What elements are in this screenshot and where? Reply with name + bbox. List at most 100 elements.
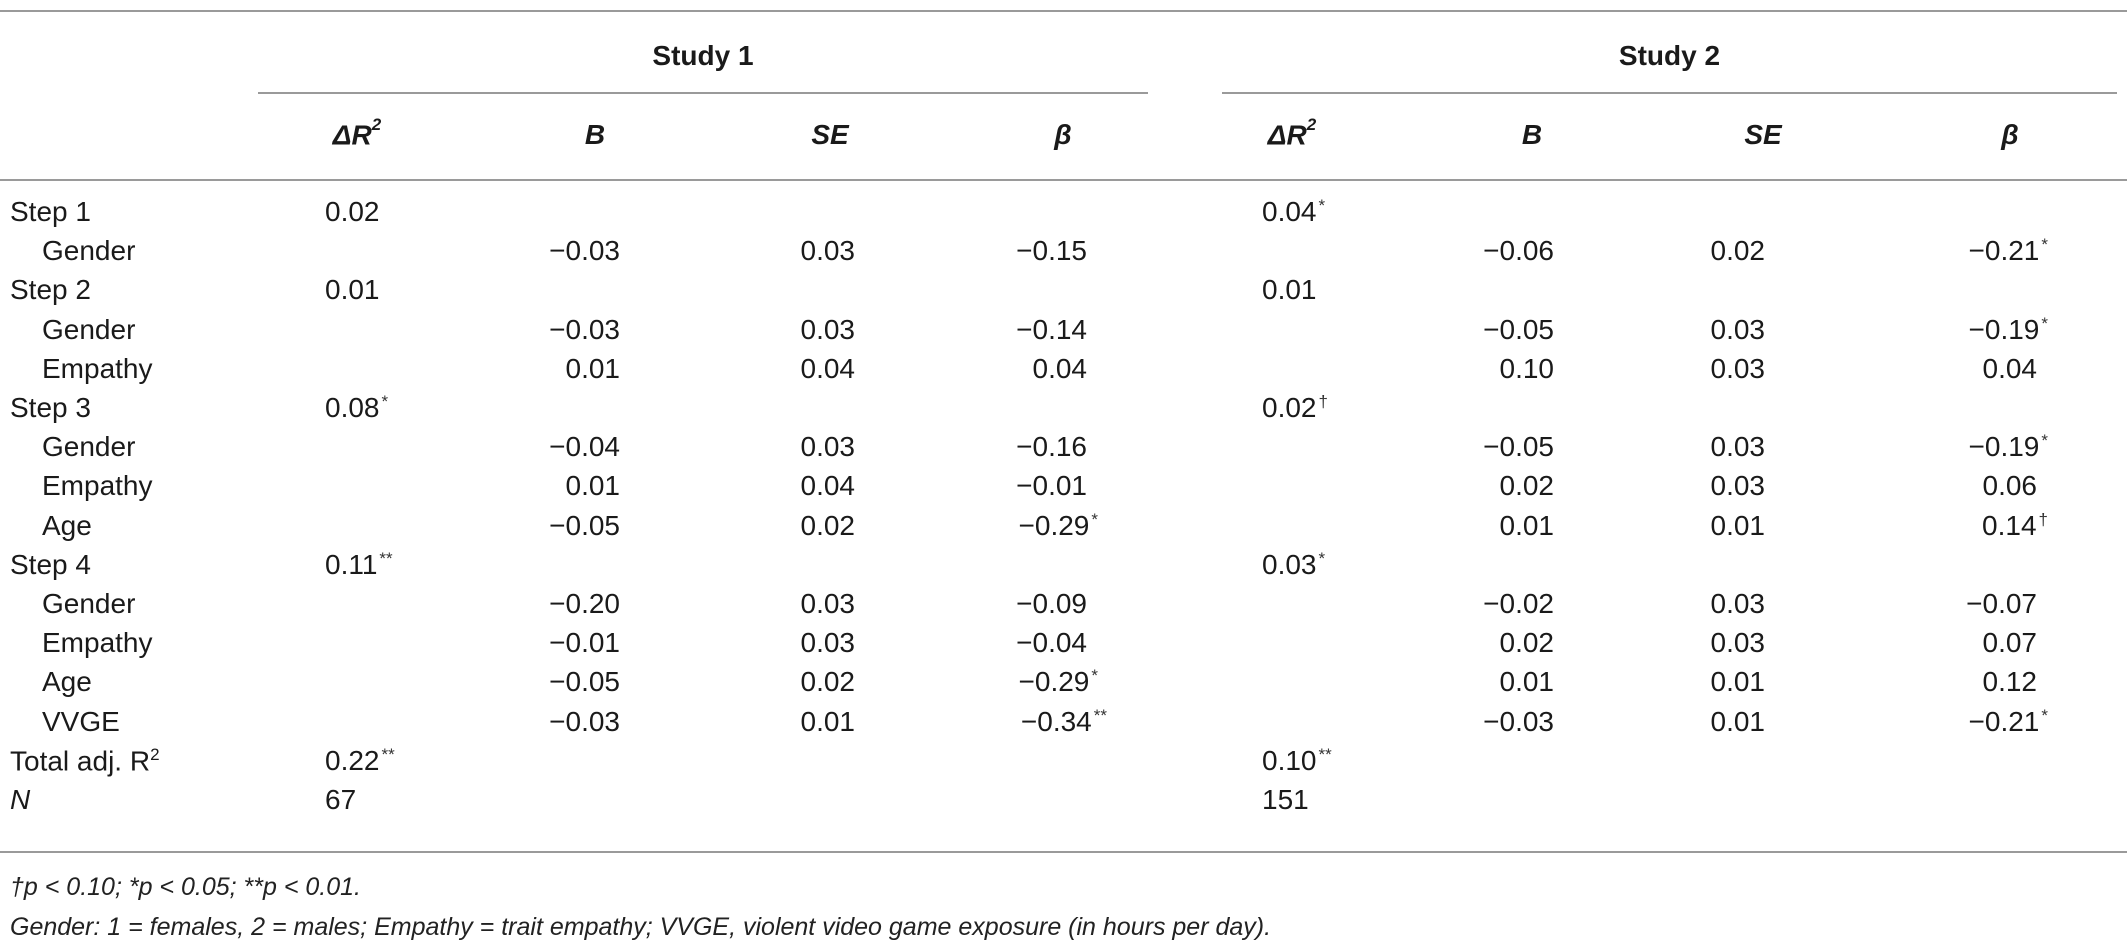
table-cell: 67: [325, 784, 357, 815]
table-cell: 0.02: [1710, 235, 1766, 267]
row-label: Step 2: [10, 274, 91, 306]
significance-mark: *: [2041, 235, 2048, 255]
column-header: β: [1054, 119, 1072, 150]
row-label: VVGE: [42, 705, 120, 737]
table-cell: 0.04: [800, 470, 856, 502]
top-rule: [0, 10, 2127, 12]
footnote-definitions: Gender: 1 = females, 2 = males; Empathy …: [10, 913, 1272, 941]
column-header: SE: [1744, 119, 1782, 150]
table-cell: −0.05: [1483, 313, 1554, 345]
table-cell: −0.05: [1483, 431, 1554, 463]
table-row: Gender −0.04 0.03 −0.16 −0.05 0.03 −0.19 *: [0, 431, 2127, 471]
row-label: Age: [42, 509, 92, 541]
table-cell: 0.03: [1710, 431, 1766, 463]
table-cell: 0.01: [325, 274, 380, 306]
significance-mark: †: [2038, 509, 2048, 529]
table-cell: 0.01: [1499, 509, 1555, 541]
table-cell: 0.02: [1499, 470, 1555, 502]
table-cell: 0.01: [800, 705, 856, 737]
row-label: Step 1: [10, 196, 91, 227]
table-row: Total adj. R2 0.22 ** 0.10 **: [0, 745, 2127, 785]
significance-mark: *: [1318, 548, 1326, 568]
significance-mark: *: [2041, 431, 2048, 451]
significance-mark: **: [1318, 744, 1332, 764]
group-header-study1: Study 1: [652, 40, 754, 71]
column-header: ΔR2: [332, 115, 382, 151]
table-cell: 0.03: [1710, 352, 1766, 384]
table-cell: 0.03: [1710, 588, 1766, 619]
row-label: Gender: [42, 431, 136, 463]
table-cell: 0.01: [565, 470, 621, 502]
significance-mark: **: [379, 548, 393, 568]
table-cell: −0.16: [1016, 431, 1087, 463]
row-label: Total adj. R2: [10, 744, 160, 777]
table-cell: −0.21 *: [1968, 705, 2048, 737]
study2-underline: [1222, 92, 2117, 94]
table-cell: 0.03: [800, 588, 856, 619]
table-row: Gender −0.03 0.03 −0.14 −0.05 0.03 −0.19 *: [0, 314, 2127, 354]
table-cell: −0.09: [1016, 588, 1087, 619]
table-cell: 0.22 **: [325, 744, 395, 776]
row-label: Step 4: [10, 548, 91, 580]
table-cell: 0.07: [1982, 627, 2038, 659]
table-cell: −0.04: [549, 431, 620, 463]
table-row: Step 2 0.01 0.01: [0, 274, 2127, 314]
significance-mark: **: [381, 744, 395, 764]
row-label: Step 3: [10, 392, 91, 423]
table-cell: 0.01: [1710, 509, 1766, 541]
bottom-rule: [0, 851, 2127, 853]
table-cell: 0.02: [800, 666, 856, 698]
table-cell: 0.02: [325, 196, 380, 227]
table-cell: −0.02: [1483, 588, 1554, 619]
table-row: Empathy −0.01 0.03 −0.04 0.02 0.03 0.07: [0, 627, 2127, 667]
table-cell: 0.01: [1499, 666, 1555, 698]
table-cell: −0.03: [549, 235, 620, 267]
column-header: ΔR2: [1267, 115, 1317, 151]
table-cell: 0.01: [1710, 666, 1766, 698]
table-row: VVGE −0.03 0.01 −0.34 ** −0.03 0.01 −0.21 *: [0, 706, 2127, 746]
table-cell: 0.03: [800, 313, 856, 345]
table-row: Step 3 0.08 * 0.02 †: [0, 392, 2127, 432]
table-cell: 0.10 **: [1262, 744, 1332, 776]
table-cell: −0.34 **: [1020, 705, 1107, 737]
footnotes: †p < 0.10; *p < 0.05; **p < 0.01. Gender…: [10, 867, 1271, 947]
table-cell: 0.04: [1032, 352, 1088, 384]
row-label: Empathy: [42, 627, 153, 659]
table-cell: −0.01: [549, 627, 620, 659]
table-row: Step 1 0.02 0.04 *: [0, 196, 2127, 236]
table-cell: 0.03: [1710, 470, 1766, 502]
table-cell: 0.04: [1982, 352, 2038, 384]
footnote-significance: †p < 0.10; *p < 0.05; **p < 0.01.: [10, 873, 361, 901]
table-cell: 0.02: [800, 509, 856, 541]
table-cell: −0.03: [1483, 705, 1554, 737]
column-header: SE: [811, 119, 849, 150]
table-row: Gender −0.03 0.03 −0.15 −0.06 0.02 −0.21 *: [0, 235, 2127, 275]
table-cell: 0.01: [1710, 705, 1766, 737]
table-cell: 151: [1262, 784, 1309, 815]
significance-mark: *: [1318, 196, 1326, 215]
table-row: Gender −0.20 0.03 −0.09 −0.02 0.03 −0.07: [0, 588, 2127, 628]
column-header: B: [584, 119, 606, 150]
table-cell: 0.01: [1262, 274, 1317, 306]
row-label: Age: [42, 666, 92, 698]
significance-mark: †: [1318, 392, 1328, 411]
table-cell: −0.07: [1966, 588, 2037, 619]
row-label: Empathy: [42, 470, 153, 502]
study1-underline: [258, 92, 1148, 94]
significance-mark: *: [1091, 666, 1098, 686]
row-label: Gender: [42, 588, 136, 619]
table-cell: 0.01: [565, 352, 621, 384]
table-cell: 0.04 *: [1262, 196, 1326, 227]
table-cell: 0.03: [800, 431, 856, 463]
table-cell: 0.03: [1710, 313, 1766, 345]
table-cell: −0.29 *: [1018, 509, 1098, 541]
significance-mark: *: [2041, 705, 2048, 725]
table-cell: 0.10: [1499, 352, 1555, 384]
table-row: Step 4 0.11 ** 0.03 *: [0, 549, 2127, 589]
significance-mark: *: [381, 392, 389, 411]
table-cell: −0.05: [549, 509, 620, 541]
table-cell: −0.04: [1016, 627, 1087, 659]
table-cell: 0.06: [1982, 470, 2038, 502]
column-header: B: [1521, 119, 1543, 150]
table-row: Age −0.05 0.02 −0.29 * 0.01 0.01 0.12: [0, 666, 2127, 706]
